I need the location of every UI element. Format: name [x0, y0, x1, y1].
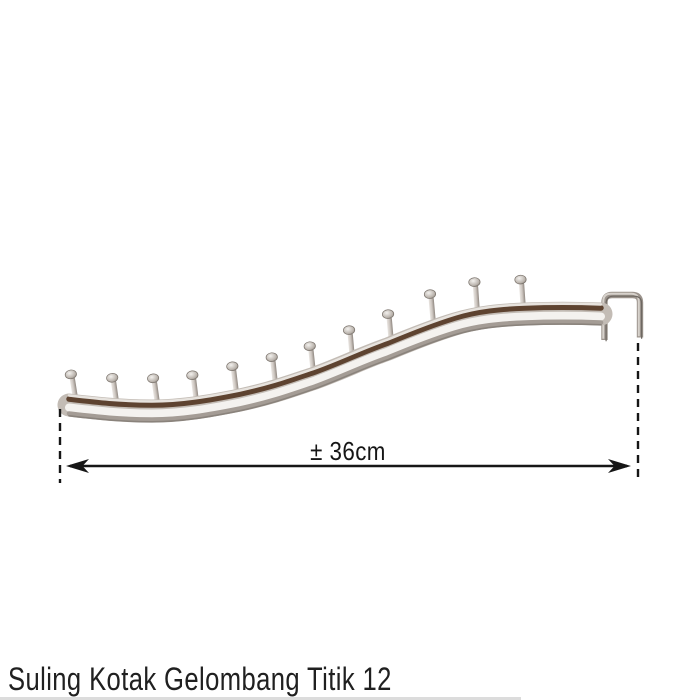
- pin-cap: [226, 361, 239, 372]
- bottom-edge-strip: [0, 697, 521, 700]
- product-caption: Suling Kotak Gelombang Titik 12: [8, 661, 392, 697]
- pin-cap: [303, 341, 316, 351]
- pin-cap: [186, 370, 199, 381]
- pin-stem: [231, 369, 239, 394]
- pin-stem: [111, 380, 119, 404]
- tube-layer: [66, 304, 604, 408]
- hook-pin: [514, 274, 527, 309]
- pin-stem: [519, 282, 526, 309]
- pin-cap: [147, 373, 160, 384]
- pin-cap: [423, 289, 437, 299]
- arrowhead-right-icon: [608, 459, 631, 473]
- pin-stem: [69, 377, 79, 400]
- mount-bracket-square-hook: [601, 291, 644, 342]
- hook-pin: [423, 289, 437, 324]
- pin-cap: [265, 352, 278, 362]
- pin-stem: [151, 381, 160, 405]
- dimension-label: ± 36cm: [310, 436, 386, 466]
- arrowhead-left-icon: [66, 459, 89, 473]
- pin-stem: [428, 297, 436, 324]
- tube-layer: [67, 302, 603, 403]
- hook-pin: [106, 373, 119, 404]
- pin-cap: [64, 369, 77, 380]
- pin-cap: [468, 277, 481, 287]
- tube-layer: [65, 311, 605, 418]
- pin-cap: [514, 274, 527, 285]
- tube-layer: [68, 323, 602, 423]
- pin-cap: [382, 309, 395, 319]
- bracket-highlight: [602, 292, 640, 339]
- hook-pin: [382, 309, 395, 343]
- pin-cap: [343, 325, 356, 335]
- pin-stem: [472, 285, 480, 312]
- dimension-annotation: [58, 343, 640, 483]
- hook-pin: [147, 373, 160, 405]
- hook-tube: [57, 301, 613, 423]
- hook-pin: [226, 361, 239, 394]
- hook-pin: [468, 277, 481, 312]
- bracket-shadow-edge: [605, 295, 643, 342]
- tube-layer: [66, 319, 604, 422]
- pin-cap: [106, 373, 119, 383]
- hook-pin: [64, 369, 79, 400]
